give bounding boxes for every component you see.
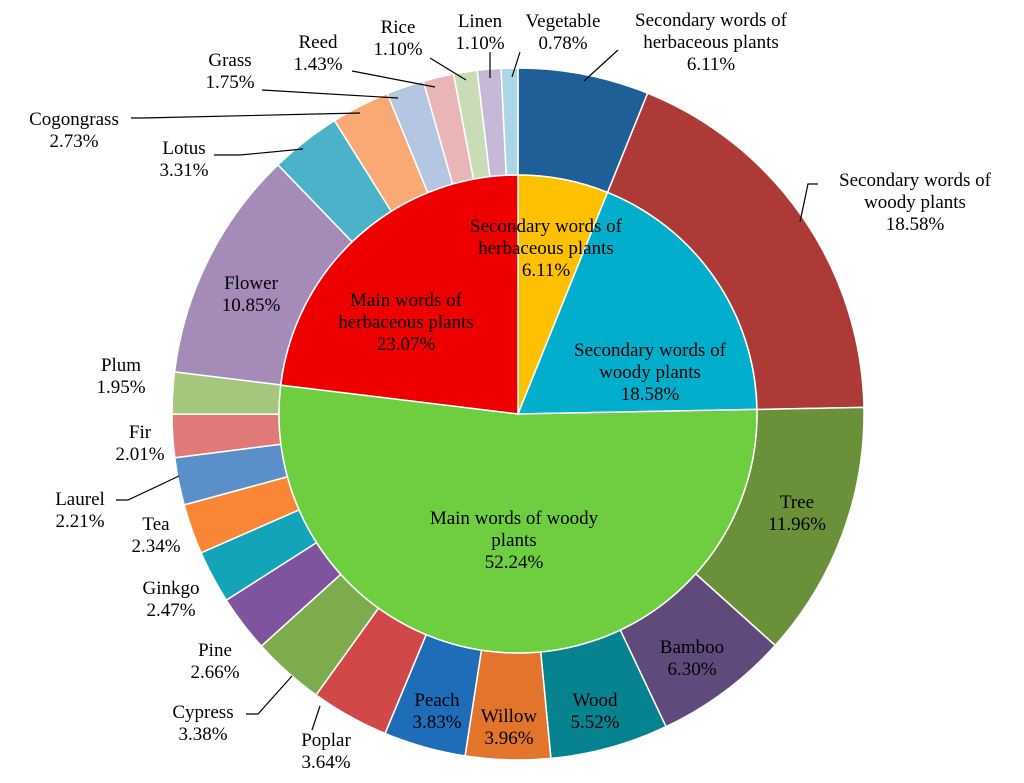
outer-label-lotus: Lotus 3.31% <box>159 138 208 181</box>
leader-line-reed <box>351 70 436 88</box>
outer-label-tree: Tree 11.96% <box>768 492 826 535</box>
leader-line-laurel <box>116 475 180 501</box>
outer-label-cogongrass: Cogongrass 2.73% <box>29 109 119 152</box>
outer-ring <box>171 67 865 761</box>
leader-lines <box>116 49 818 731</box>
inner-pie <box>278 174 758 654</box>
outer-label-flower: Flower 10.85% <box>222 273 281 316</box>
leader-line-secondary-words-of-herbaceous-plants <box>583 49 619 82</box>
outer-label-wood: Wood 5.52% <box>570 690 619 733</box>
outer-label-linen: Linen 1.10% <box>455 11 504 54</box>
outer-label-peach: Peach 3.83% <box>412 690 461 733</box>
outer-label-plum: Plum 1.95% <box>96 355 145 398</box>
outer-label-poplar: Poplar 3.64% <box>301 730 351 773</box>
outer-label-ginkgo: Ginkgo 2.47% <box>143 578 200 621</box>
inner-slice-main-words-of-woody-plants <box>278 384 758 654</box>
outer-label-fir: Fir 2.01% <box>115 422 164 465</box>
outer-label-grass: Grass 1.75% <box>205 50 254 93</box>
leader-line-vegetable <box>511 51 521 78</box>
outer-label-laurel: Laurel 2.21% <box>55 489 105 532</box>
outer-label-willow: Willow 3.96% <box>481 706 538 749</box>
outer-label-secondary-words-of-woody-plants: Secondary words of woody plants 18.58% <box>839 170 992 235</box>
inner-slice-main-words-of-herbaceous-plants <box>279 174 519 415</box>
leader-line-poplar <box>311 705 321 731</box>
outer-label-tea: Tea 2.34% <box>131 514 180 557</box>
leader-line-lotus <box>214 148 304 156</box>
inner-label-main-words-of-herbaceous-plants: Main words of herbaceous plants 23.07% <box>338 290 474 355</box>
inner-label-main-words-of-woody-plants: Main words of woody plants 52.24% <box>430 508 599 573</box>
leader-line-secondary-words-of-woody-plants <box>799 183 818 223</box>
leader-line-cogongrass <box>131 112 361 119</box>
inner-slice-secondary-words-of-woody-plants <box>516 191 758 415</box>
outer-label-rice: Rice 1.10% <box>373 17 422 60</box>
inner-label-secondary-words-of-woody-plants: Secondary words of woody plants 18.58% <box>574 340 727 405</box>
outer-label-secondary-words-of-herbaceous-plants: Secondary words of herbaceous plants 6.11% <box>635 10 788 75</box>
outer-label-vegetable: Vegetable 0.78% <box>526 11 601 54</box>
leader-line-grass <box>261 89 399 99</box>
outer-label-pine: Pine 2.66% <box>190 640 239 683</box>
outer-label-reed: Reed 1.43% <box>293 32 342 75</box>
leader-line-rice <box>429 57 467 81</box>
outer-label-bamboo: Bamboo 6.30% <box>660 637 724 680</box>
outer-label-cypress: Cypress 3.38% <box>172 702 233 745</box>
leader-line-cypress <box>246 675 293 715</box>
inner-label-secondary-words-of-herbaceous-plants: Secondary words of herbaceous plants 6.11% <box>470 216 623 281</box>
slice-labels: Secondary words of herbaceous plants 6.11%… <box>29 10 992 773</box>
